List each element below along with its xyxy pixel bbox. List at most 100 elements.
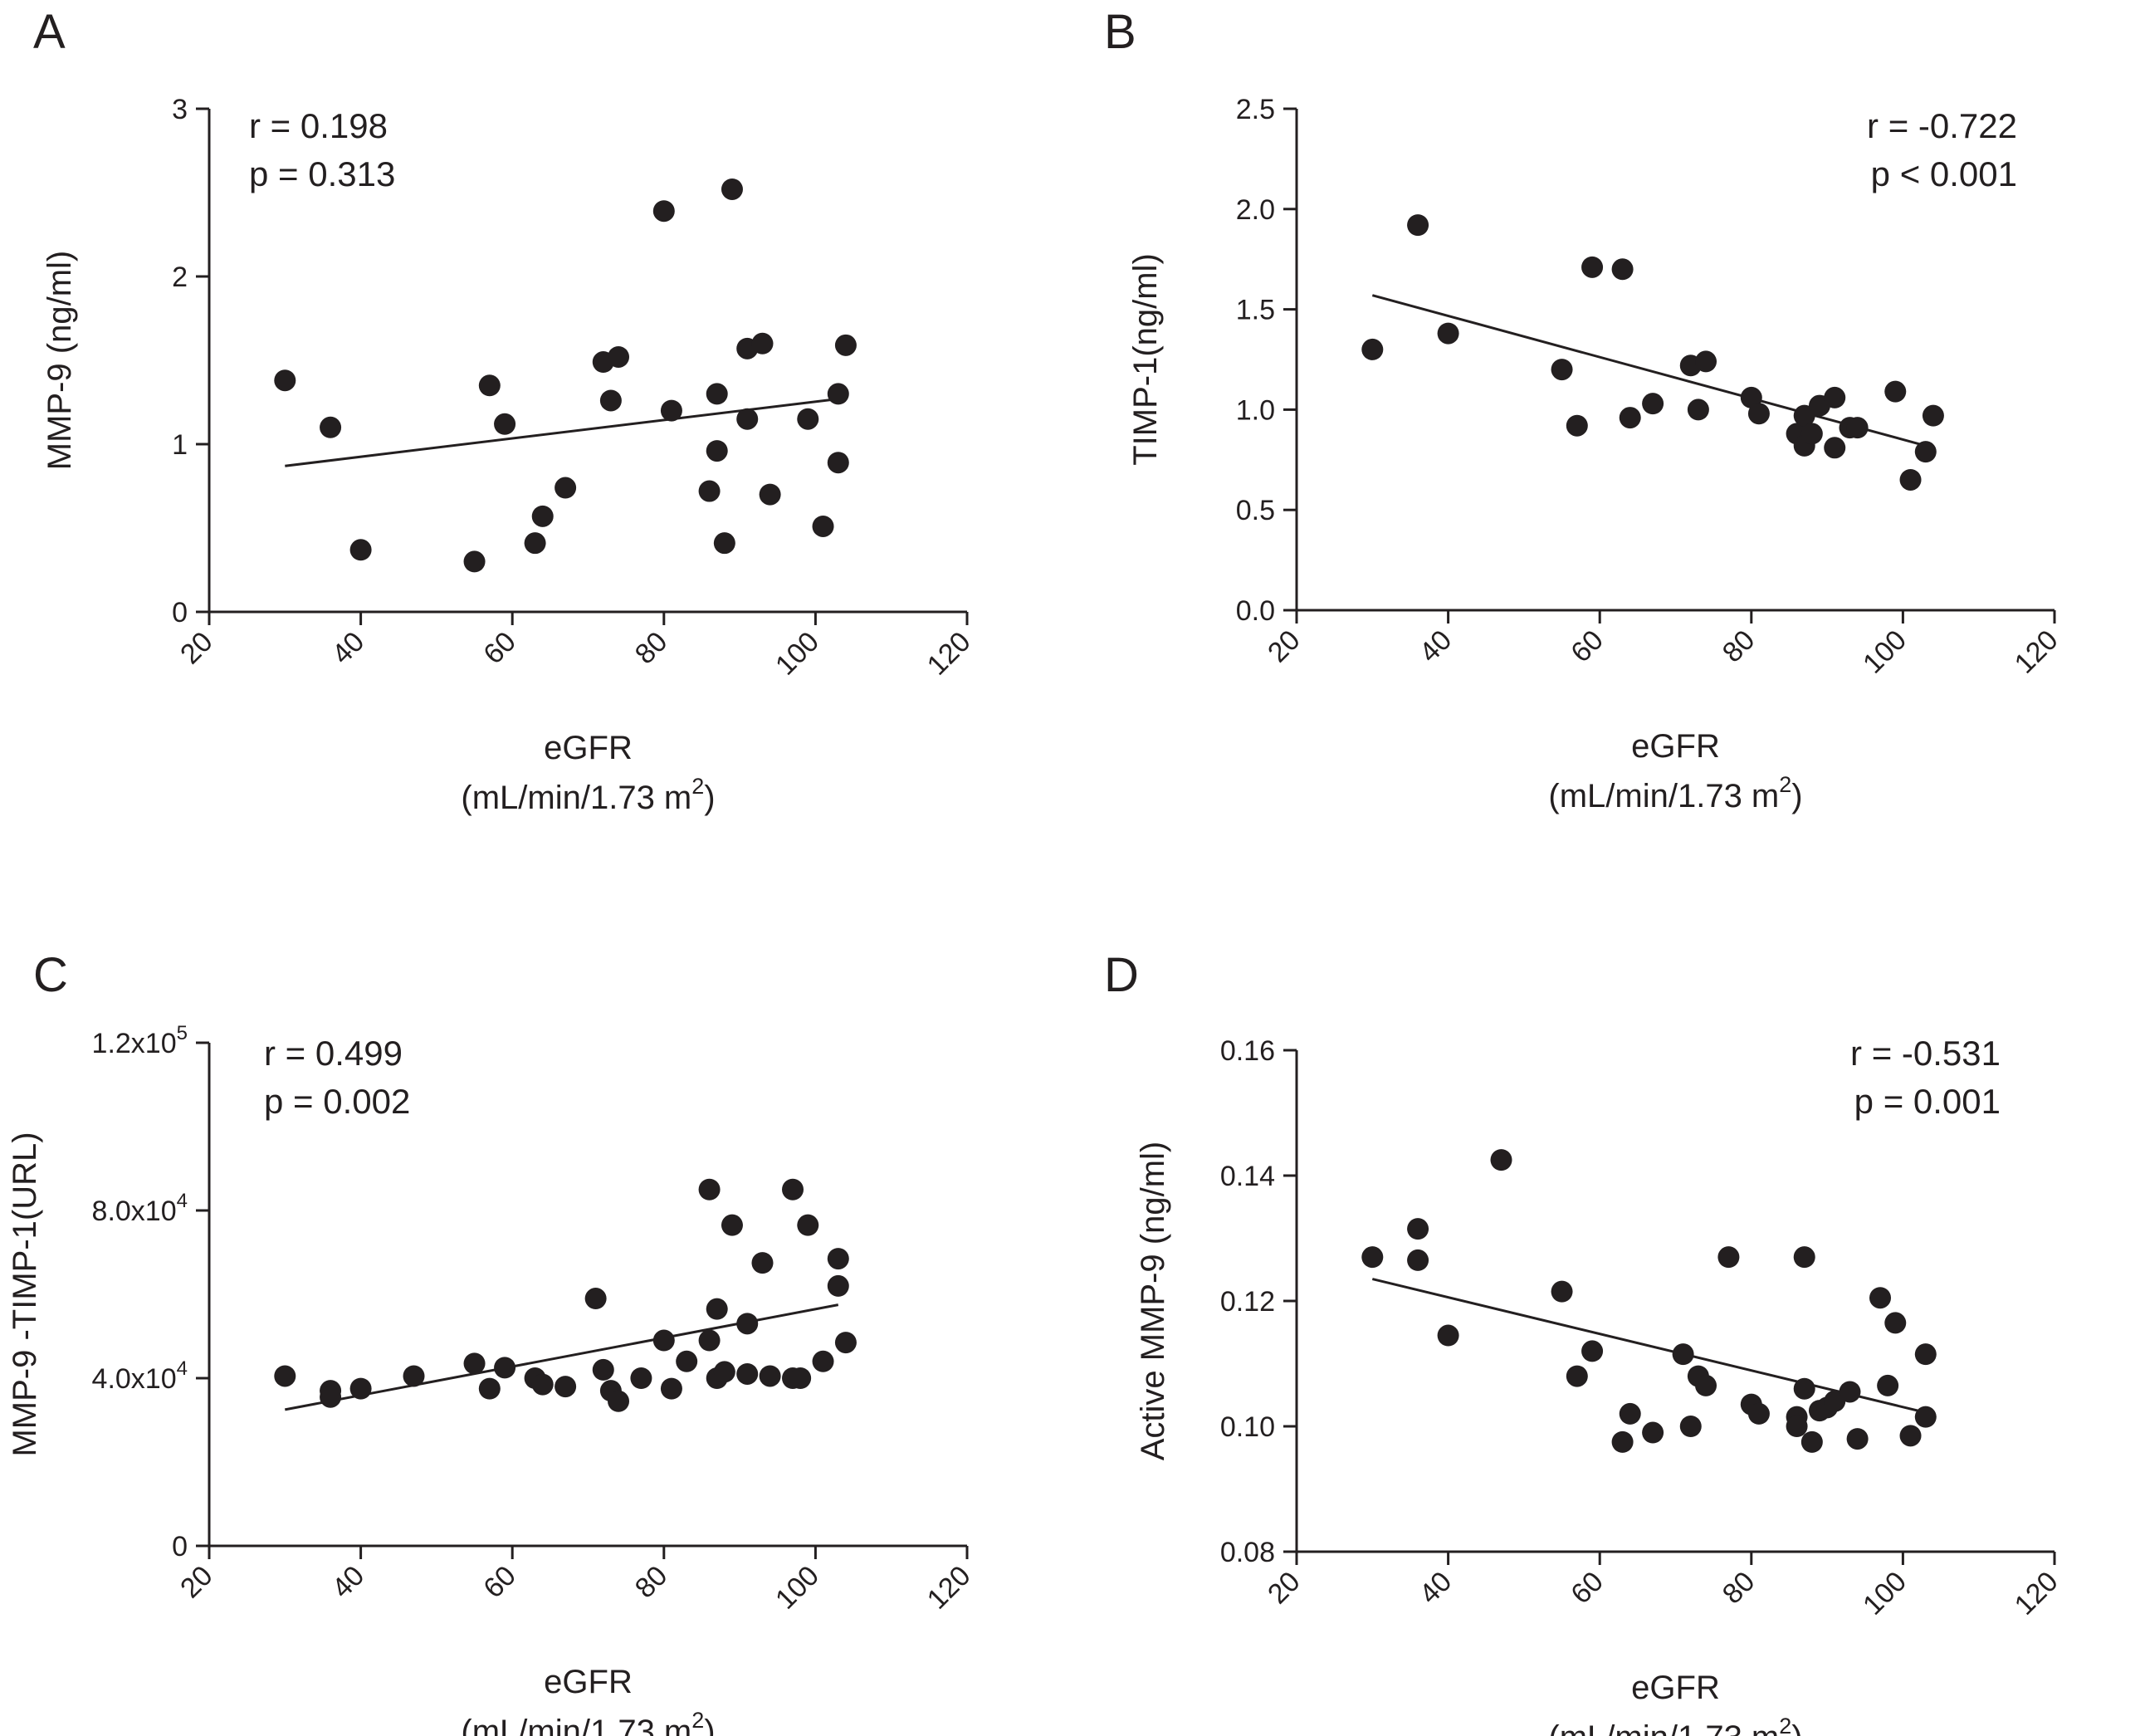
y-tick-mantissa: 0 — [172, 1531, 188, 1562]
data-point — [652, 200, 675, 223]
x-axis-units-text: (mL/min/1.73 m — [461, 1714, 691, 1736]
x-axis-title: eGFR — [544, 730, 633, 766]
data-point — [827, 383, 849, 405]
x-axis-units-superscript: 2 — [691, 774, 704, 799]
y-tick-label: 3 — [172, 94, 188, 125]
data-point — [1747, 1402, 1770, 1425]
data-point — [463, 550, 486, 573]
correlation-r: r = -0.722 — [1867, 106, 2017, 145]
data-point — [531, 1373, 554, 1396]
data-point — [698, 1178, 721, 1201]
data-point — [1619, 407, 1641, 429]
correlation-p: p = 0.002 — [264, 1082, 410, 1121]
data-point — [1846, 1428, 1869, 1450]
panel-label: C — [33, 948, 68, 1002]
data-point — [1551, 359, 1573, 381]
y-tick-label: 1.5 — [1236, 295, 1275, 326]
data-point — [721, 178, 743, 200]
y-tick-mantissa: 1.2x10 — [92, 1028, 177, 1059]
data-point — [713, 532, 735, 555]
data-point — [494, 1357, 516, 1379]
data-point — [706, 383, 728, 405]
data-point — [1839, 1381, 1861, 1403]
data-point — [1747, 403, 1770, 425]
data-point — [1922, 404, 1944, 427]
y-tick-label: 0.0 — [1236, 595, 1275, 627]
data-point — [531, 505, 554, 527]
data-point — [660, 399, 682, 422]
data-point — [1679, 1416, 1702, 1437]
data-point — [478, 374, 501, 397]
data-point — [630, 1367, 652, 1389]
y-axis-title: MMP-9 -TIMP-1(URL) — [7, 1132, 43, 1456]
data-point — [1914, 441, 1937, 463]
y-tick-mantissa: 8.0x10 — [92, 1196, 177, 1227]
y-tick-label: 2 — [172, 262, 188, 293]
data-point — [1566, 414, 1588, 437]
data-point — [1877, 1374, 1899, 1396]
data-point — [698, 1329, 721, 1352]
x-axis-units: (mL/min/1.73 m2) — [461, 774, 715, 816]
y-tick-label: 2.5 — [1236, 94, 1275, 125]
data-point — [555, 1376, 577, 1398]
y-tick-label: 1.2x105 — [92, 1022, 188, 1059]
x-axis-units-text: (mL/min/1.73 m — [461, 780, 691, 816]
data-point — [1884, 1312, 1907, 1334]
data-point — [827, 1248, 849, 1270]
correlation-p: p = 0.001 — [1854, 1082, 2001, 1121]
y-tick-label: 4.0x104 — [92, 1357, 188, 1395]
data-point — [1824, 437, 1846, 459]
data-point — [660, 1377, 682, 1400]
data-point — [834, 334, 857, 356]
regression-line — [1371, 1278, 1927, 1414]
x-axis-title: eGFR — [1631, 728, 1720, 765]
y-tick-exponent: 4 — [177, 1190, 188, 1212]
x-axis-units-superscript: 2 — [691, 1708, 704, 1733]
data-point — [759, 483, 781, 506]
correlation-r: r = -0.531 — [1850, 1034, 2001, 1073]
data-point — [1361, 1246, 1384, 1269]
data-point — [1407, 1249, 1429, 1271]
data-point — [1581, 1340, 1604, 1362]
data-point — [797, 1214, 819, 1236]
y-tick-mantissa: 4.0x10 — [92, 1363, 177, 1395]
data-point — [599, 389, 622, 412]
data-point — [1566, 1365, 1588, 1387]
data-point — [759, 1365, 781, 1387]
y-tick-label: 0.5 — [1236, 495, 1275, 526]
x-axis-units-close: ) — [704, 1714, 715, 1736]
data-point — [1884, 380, 1907, 403]
y-tick-label: 0.16 — [1220, 1035, 1275, 1067]
data-point — [1551, 1280, 1573, 1303]
data-point — [349, 539, 372, 561]
data-point — [1437, 322, 1459, 345]
data-point — [608, 345, 630, 368]
data-point — [1407, 214, 1429, 237]
data-point — [1793, 1246, 1815, 1269]
data-point — [1672, 1343, 1694, 1366]
data-point — [698, 480, 721, 502]
x-axis-units: (mL/min/1.73 m2) — [1548, 1714, 1802, 1736]
data-point — [1914, 1406, 1937, 1428]
data-point — [1717, 1246, 1740, 1269]
x-axis-units: (mL/min/1.73 m2) — [461, 1708, 715, 1736]
data-point — [1619, 1402, 1641, 1425]
data-point — [706, 1298, 728, 1320]
x-axis-units-superscript: 2 — [1779, 1714, 1791, 1736]
data-point — [1899, 1425, 1922, 1447]
y-tick-label: 8.0x104 — [92, 1190, 188, 1227]
data-point — [320, 416, 342, 438]
y-axis-title: TIMP-1(ng/ml) — [1127, 253, 1164, 466]
data-point — [494, 413, 516, 435]
data-point — [1695, 350, 1717, 373]
y-tick-label: 1 — [172, 429, 188, 461]
data-point — [1642, 393, 1664, 415]
data-point — [524, 532, 546, 555]
data-point — [584, 1288, 607, 1310]
data-point — [608, 1390, 630, 1412]
data-point — [1793, 404, 1815, 427]
data-point — [1869, 1287, 1892, 1309]
data-point — [827, 452, 849, 474]
data-point — [812, 1350, 834, 1372]
